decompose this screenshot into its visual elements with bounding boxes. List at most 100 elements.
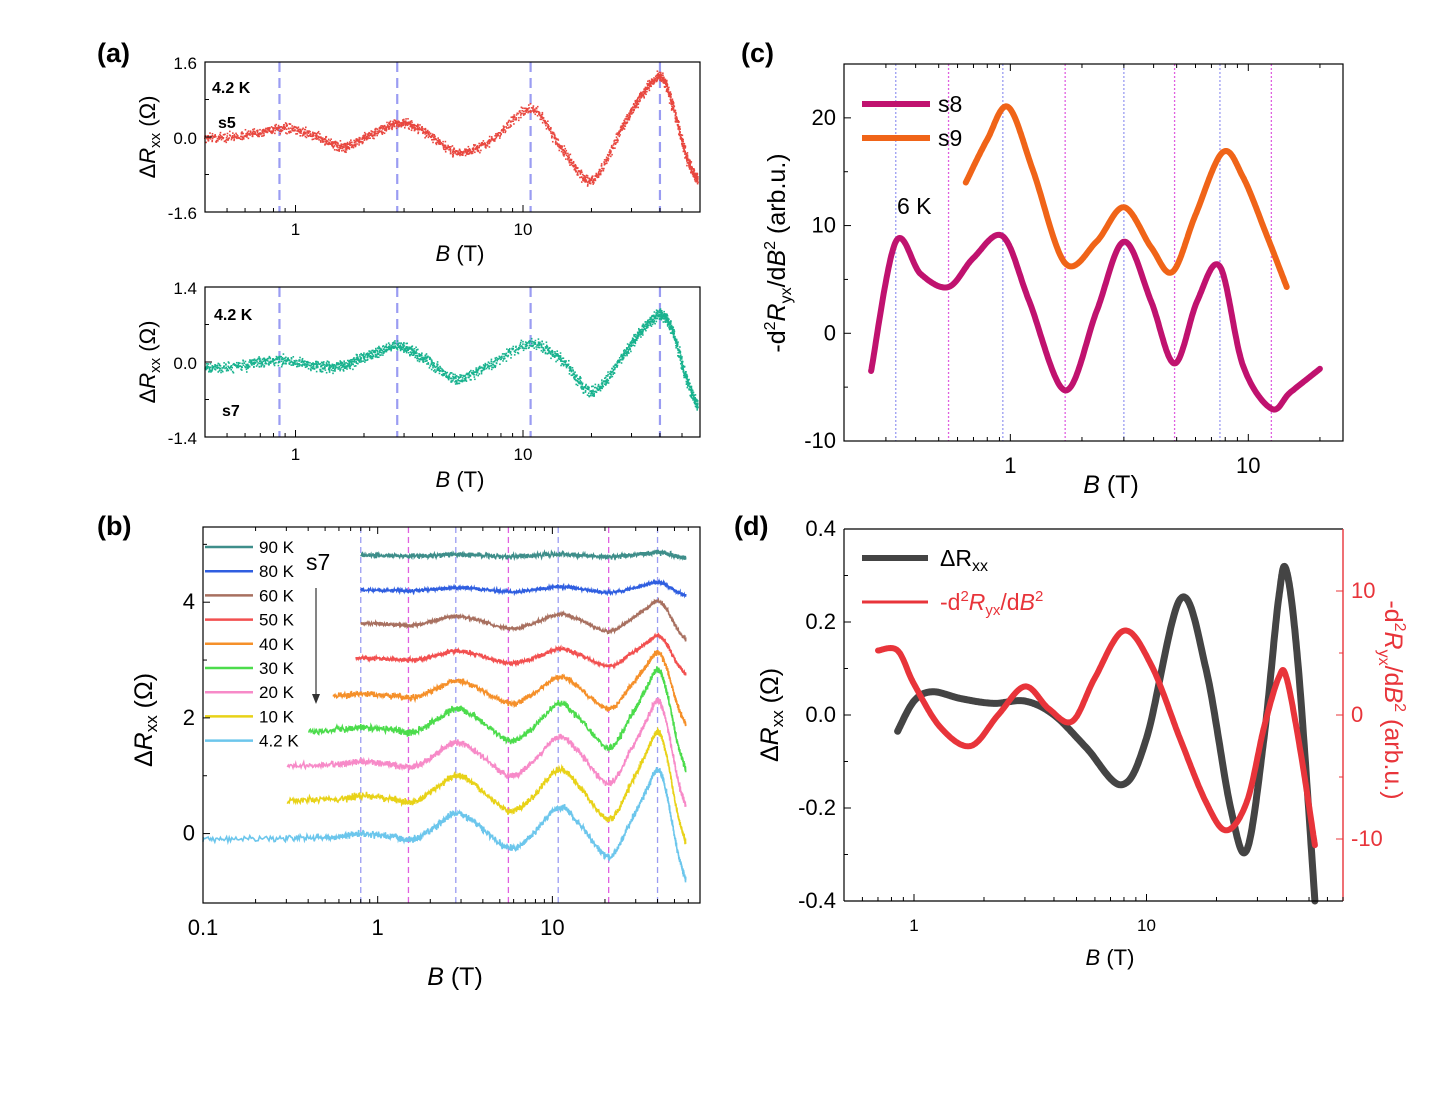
s5-series-point — [335, 141, 337, 144]
s7-series-point — [277, 364, 280, 367]
s7-series-point — [469, 370, 471, 373]
s7-series-point — [556, 350, 559, 352]
s5-series-point — [676, 119, 678, 122]
s5-series-point — [667, 91, 669, 93]
s5-series-point — [487, 142, 489, 145]
s7-series-point — [419, 355, 422, 357]
s7-series-point — [536, 344, 538, 346]
s5-series-point — [622, 122, 625, 124]
s7-series-point — [463, 380, 465, 382]
s7-series-point — [693, 394, 696, 397]
s7-series-point — [327, 368, 330, 371]
s7-series-point — [620, 362, 623, 364]
d-legend-rxx: ΔRxx — [940, 545, 988, 575]
s5-series-point — [438, 139, 441, 141]
s5-series-point — [365, 138, 368, 141]
s5-series-point — [263, 134, 265, 137]
s7-series-point — [542, 343, 545, 345]
s5-series-point — [633, 105, 636, 108]
s5-series-point — [344, 144, 347, 147]
b-ytick-label: 2 — [183, 705, 195, 730]
s5-series-point — [341, 143, 343, 146]
s7-series-point — [260, 365, 263, 368]
s5-series-point — [603, 161, 605, 163]
s5-series-point — [658, 71, 661, 74]
s7-series-point — [584, 389, 587, 392]
s7-series-point — [508, 351, 510, 353]
s5-series-point — [431, 138, 433, 141]
s7-series-point — [620, 354, 623, 357]
s5-series-point — [254, 133, 257, 135]
s7-series-point — [532, 341, 535, 343]
s5-series-point — [661, 79, 664, 82]
s7-series-point — [328, 362, 330, 364]
s5-series-point — [468, 147, 471, 150]
s7-series-point — [301, 365, 303, 367]
s7-series-point — [412, 350, 414, 352]
s5-series-point — [411, 125, 413, 127]
s7-series-point — [381, 349, 384, 352]
s7-series-point — [383, 350, 386, 353]
s7-series-point — [597, 389, 600, 391]
s7-series-point — [556, 353, 558, 355]
s7-series-point — [339, 364, 342, 366]
s7-series-point — [223, 362, 225, 364]
s5-series-point — [672, 107, 675, 110]
s7-series-point — [506, 348, 508, 350]
d-y2tick-label: -10 — [1351, 826, 1383, 851]
s7-series-point — [262, 360, 265, 363]
s7-series-point — [259, 358, 261, 361]
s7-series-point — [253, 363, 255, 365]
s7-series-point — [605, 375, 608, 377]
s5-series-point — [469, 149, 472, 151]
s7-series-point — [477, 374, 480, 377]
s5-series-point — [691, 171, 694, 173]
s5-series-point — [381, 132, 383, 134]
s5-series-point — [598, 170, 601, 172]
s7-series-point — [292, 363, 295, 366]
s7-series-point — [623, 349, 626, 351]
s7-series-point — [460, 379, 463, 382]
s5-series-point — [319, 133, 321, 135]
s7-series-point — [420, 357, 423, 359]
s7-series-point — [565, 360, 567, 362]
s5-series-point — [385, 126, 388, 128]
s7-series-point — [302, 360, 305, 363]
s7-series-point — [297, 365, 299, 368]
s7-series-point — [535, 346, 537, 348]
s5-series-point — [497, 133, 499, 136]
s7-series-point — [683, 376, 685, 379]
s7-series-point — [640, 328, 643, 331]
s5-series-point — [317, 137, 319, 140]
s5-series-point — [395, 122, 397, 124]
s7-series-point — [268, 355, 271, 358]
s5-series-point — [514, 118, 516, 121]
a1-ylabel: ΔRxx (Ω) — [135, 96, 164, 179]
s7-series-point — [687, 384, 690, 387]
s7-series-point — [448, 376, 451, 378]
s7-series-point — [616, 364, 618, 367]
s7-series-point — [424, 358, 426, 361]
s7-series-point — [343, 360, 345, 362]
s7-series-point — [649, 323, 652, 325]
s5-series-point — [641, 92, 643, 95]
s7-series-point — [237, 366, 240, 369]
s7-series-point — [430, 359, 433, 361]
s7-series-point — [624, 350, 627, 352]
s5-series-point — [575, 165, 577, 167]
s5-series-point — [581, 177, 584, 180]
s5-series-point — [228, 134, 231, 136]
s5-series-point — [235, 132, 237, 135]
s5-series-point — [262, 130, 265, 132]
s5-series-point — [471, 150, 474, 153]
s7-series-point — [508, 349, 511, 352]
s7-series-point — [214, 363, 216, 366]
s7-series-point — [333, 365, 335, 368]
d-xtick-label: 10 — [1137, 916, 1156, 935]
s7-series-point — [404, 348, 407, 351]
s5-series-point — [339, 145, 341, 148]
s7-series-point — [646, 321, 649, 324]
s5-series-point — [680, 136, 683, 139]
s7-series-point — [296, 360, 298, 362]
s7-series-point — [464, 378, 467, 381]
